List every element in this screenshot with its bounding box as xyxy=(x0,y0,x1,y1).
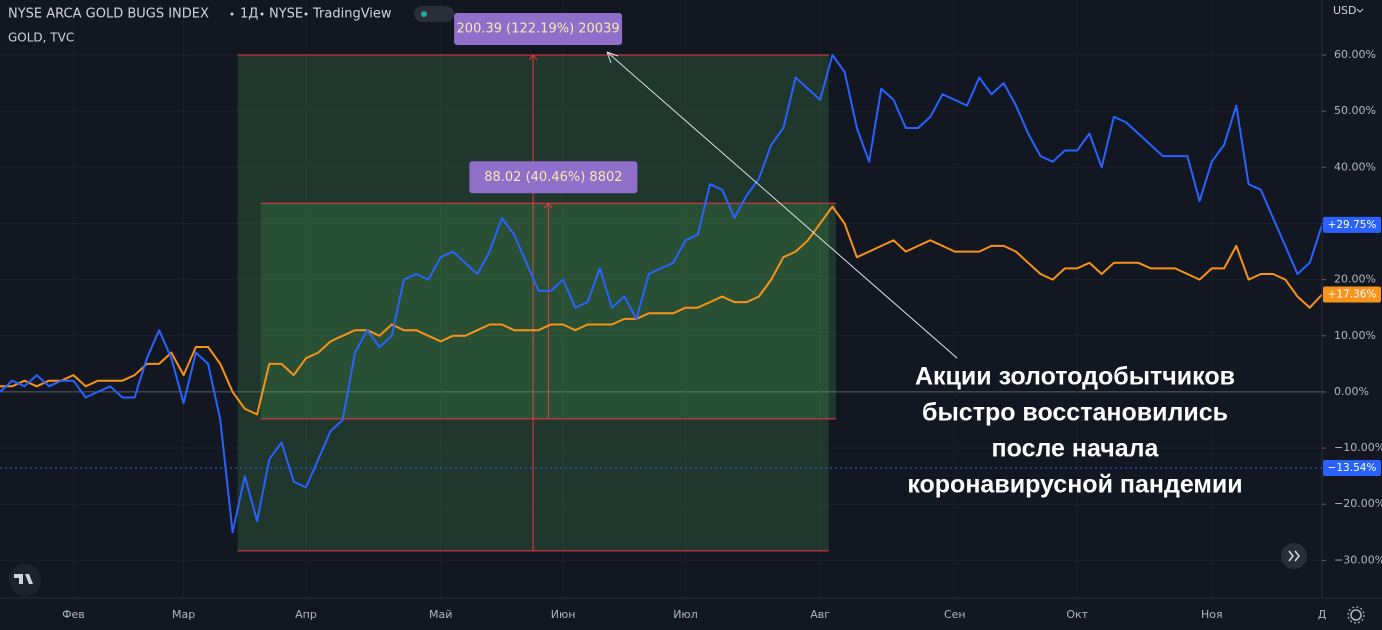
y-tick-label: 50.00% xyxy=(1334,104,1376,117)
grid xyxy=(0,391,1322,393)
tv-logo xyxy=(9,564,41,596)
x-tick-label: Д xyxy=(1318,608,1327,621)
status-dot xyxy=(421,11,427,17)
x-tick-label: Июл xyxy=(673,608,698,621)
measure-label-box xyxy=(454,13,623,46)
overlay: 200.39 (122.19%) 20039 88.02 (40.46%) 880… xyxy=(454,13,1243,499)
interval: 1Д xyxy=(240,7,258,22)
x-tick-label: Июн xyxy=(551,608,576,621)
series-line xyxy=(0,205,1323,416)
y-tick-label: −10.00% xyxy=(1334,441,1382,454)
status-pill[interactable] xyxy=(414,6,454,22)
separator xyxy=(230,12,234,16)
last-value-label: +17.36% xyxy=(1328,288,1377,300)
y-tick-label: 0.00% xyxy=(1334,385,1369,398)
measure-label: 200.39 (122.19%) 20039 xyxy=(457,22,620,37)
separator xyxy=(260,12,264,16)
last-value-tag xyxy=(1323,216,1381,233)
series-title: GOLD, TVC xyxy=(8,31,74,45)
measure-label: 88.02 (40.46%) 8802 xyxy=(484,170,622,185)
scroll-button[interactable] xyxy=(1281,543,1307,569)
x-tick-label: Окт xyxy=(1066,608,1088,621)
annotation-text: коронавирусной пандемии xyxy=(907,471,1242,499)
source: TradingView xyxy=(312,7,392,22)
measure-label-box xyxy=(469,161,638,194)
annotation-arrow xyxy=(606,51,958,359)
currency[interactable]: USD xyxy=(1333,4,1357,17)
y-tick-label: 10.00% xyxy=(1334,329,1376,342)
y-tick-label: −30.00% xyxy=(1334,553,1382,566)
x-tick-label: Май xyxy=(429,608,452,621)
x-tick-label: Фев xyxy=(62,608,85,621)
plot xyxy=(0,54,1323,552)
series-title: NYSE ARCA GOLD BUGS INDEX xyxy=(8,7,209,22)
y-tick-label: 20.00% xyxy=(1334,273,1376,286)
measure-arrowhead xyxy=(528,54,538,61)
measure-arrowhead xyxy=(543,202,553,209)
x-tick-label: Мар xyxy=(172,608,195,621)
y-tick-label: −20.00% xyxy=(1334,497,1382,510)
x-tick-label: Апр xyxy=(295,608,317,621)
settings-icon[interactable] xyxy=(1347,606,1365,624)
price-line-tag xyxy=(1323,459,1381,476)
annotation-arrowhead xyxy=(606,51,619,64)
x-tick-label: Авг xyxy=(810,608,830,621)
y-tick-label: 60.00% xyxy=(1334,48,1376,61)
series-line xyxy=(0,54,1323,534)
annotation-text: Акции золотодобытчиков xyxy=(915,363,1235,391)
currency-chevron xyxy=(1356,8,1364,13)
y-tick-label: 40.00% xyxy=(1334,160,1376,173)
price-line-label: −13.54% xyxy=(1328,462,1377,474)
x-tick-label: Ноя xyxy=(1201,608,1223,621)
separator xyxy=(304,12,308,16)
last-value-label: +29.75% xyxy=(1328,219,1377,231)
x-tick-label: Сен xyxy=(944,608,966,621)
last-value-tag xyxy=(1323,286,1381,303)
annotation-text: быстро восстановились xyxy=(922,399,1228,427)
exchange: NYSE xyxy=(269,7,303,22)
annotation-text: после начала xyxy=(992,435,1160,463)
